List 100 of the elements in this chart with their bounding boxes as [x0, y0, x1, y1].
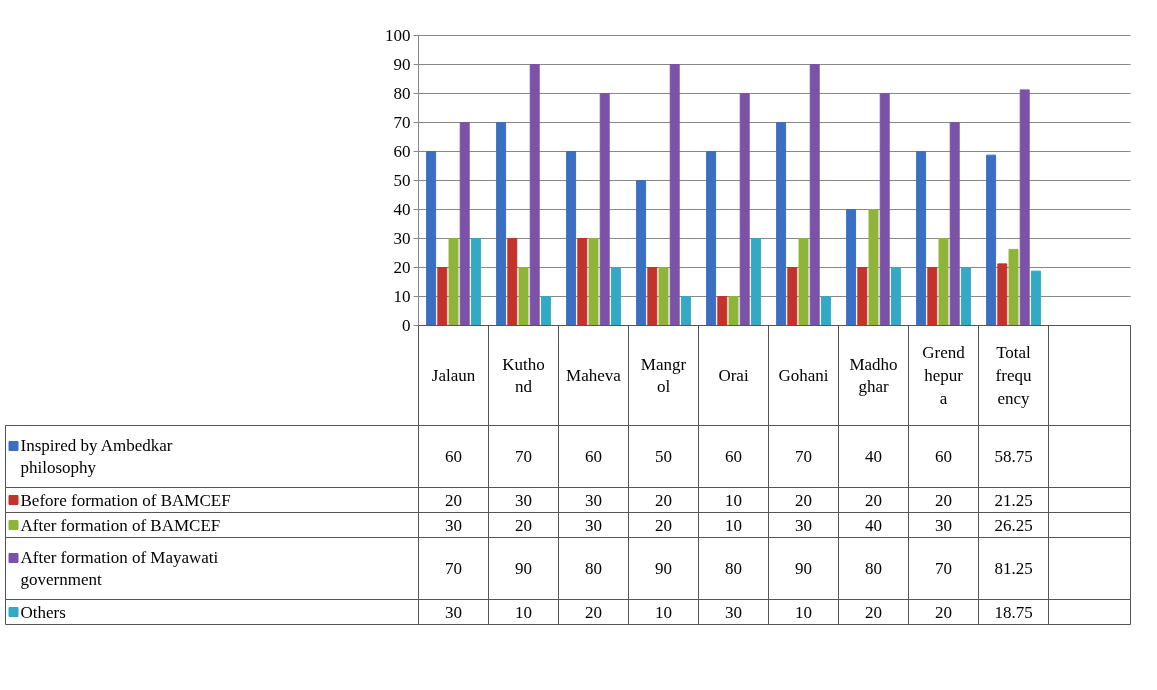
bar	[809, 64, 820, 326]
bar	[949, 122, 960, 326]
x-tick-label: Mangrol	[640, 354, 687, 397]
y-tick-label: 40	[393, 200, 411, 219]
bar	[437, 267, 448, 326]
legend-label: After formation of BAMCEF	[20, 515, 221, 535]
data-label: 70	[935, 559, 952, 578]
data-label: 26.25	[994, 515, 1033, 535]
data-label: 20	[585, 602, 602, 622]
x-tick-label: Kuthond	[502, 354, 545, 397]
data-label: 40	[865, 515, 882, 535]
bar	[1008, 248, 1019, 326]
data-label: 10	[725, 515, 742, 535]
data-label: 58.75	[994, 447, 1033, 466]
bar	[566, 151, 577, 326]
y-tick-label: 10	[393, 287, 411, 306]
x-tick-label: Total frequency	[995, 343, 1032, 408]
x-tick-label: Gohani	[778, 366, 829, 385]
bar	[588, 238, 599, 326]
bar	[798, 238, 809, 326]
data-label: 60	[725, 447, 742, 466]
data-label: 20	[655, 515, 672, 535]
x-tick-label: Orai	[718, 366, 749, 385]
bar	[426, 151, 437, 326]
data-label: 30	[795, 515, 812, 535]
data-label: 20	[795, 490, 812, 510]
bar	[518, 267, 529, 326]
bar	[507, 238, 518, 326]
bar	[997, 263, 1008, 326]
bar	[529, 64, 540, 326]
bar	[470, 238, 481, 326]
data-label: 30	[445, 515, 462, 535]
x-tick-label: Madhoghar	[849, 354, 898, 397]
bar	[680, 296, 691, 326]
bar	[669, 64, 680, 326]
legend-label: Inspired by Ambedkar philosophy	[20, 436, 173, 477]
bar	[916, 151, 927, 326]
data-label: 20	[445, 490, 462, 510]
data-label: 80	[865, 559, 882, 578]
bar	[728, 296, 739, 326]
data-label: 80	[585, 559, 602, 578]
data-label: 30	[725, 602, 742, 622]
data-label: 81.25	[994, 559, 1033, 578]
data-label: 20	[655, 490, 672, 510]
bar	[706, 151, 717, 326]
bar	[927, 267, 938, 326]
data-label: 30	[585, 490, 602, 510]
data-label: 20	[865, 602, 882, 622]
bar	[647, 267, 658, 326]
legend-label: After formation of Mayawati government	[20, 548, 219, 589]
data-label: 90	[795, 559, 812, 578]
y-tick-label: 100	[385, 26, 411, 45]
bar	[717, 296, 728, 326]
bar	[868, 209, 879, 326]
bar	[448, 238, 459, 326]
data-label: 30	[935, 515, 952, 535]
data-label: 40	[865, 447, 882, 466]
data-label: 18.75	[994, 602, 1033, 622]
bar	[938, 238, 949, 326]
bar	[540, 296, 551, 326]
data-label: 70	[515, 447, 532, 466]
data-label: 20	[865, 490, 882, 510]
data-label: 60	[445, 447, 462, 466]
bar	[879, 93, 890, 326]
y-tick-label: 70	[393, 113, 411, 132]
bar	[636, 180, 647, 326]
data-label: 20	[935, 490, 952, 510]
data-label: 10	[795, 602, 812, 622]
bar	[750, 238, 761, 326]
bar	[599, 93, 610, 326]
data-label: 20	[935, 602, 952, 622]
data-label: 60	[935, 447, 952, 466]
data-label: 70	[795, 447, 812, 466]
bar	[986, 154, 997, 326]
bar	[459, 122, 470, 326]
bar	[960, 267, 971, 326]
bar	[787, 267, 798, 326]
bar	[776, 122, 787, 326]
data-label: 10	[515, 602, 532, 622]
data-label: 30	[445, 602, 462, 622]
data-label: 30	[515, 490, 532, 510]
x-tick-label: Maheva	[566, 366, 622, 385]
data-label: 20	[515, 515, 532, 535]
bar	[857, 267, 868, 326]
x-tick-label: Jalaun	[431, 366, 476, 385]
y-tick-label: 60	[393, 142, 411, 161]
bar	[1019, 89, 1030, 326]
data-label: 80	[725, 559, 742, 578]
y-tick-label: 30	[393, 229, 411, 248]
data-label: 10	[725, 490, 742, 510]
bar	[658, 267, 669, 326]
data-label: 30	[585, 515, 602, 535]
y-tick-label: 0	[402, 316, 411, 335]
bar	[610, 267, 621, 326]
data-label: 90	[655, 559, 672, 578]
legend-label: Others	[20, 602, 66, 622]
data-label: 10	[655, 602, 672, 622]
y-tick-label: 80	[393, 84, 411, 103]
data-label: 90	[515, 559, 532, 578]
bar	[496, 122, 507, 326]
